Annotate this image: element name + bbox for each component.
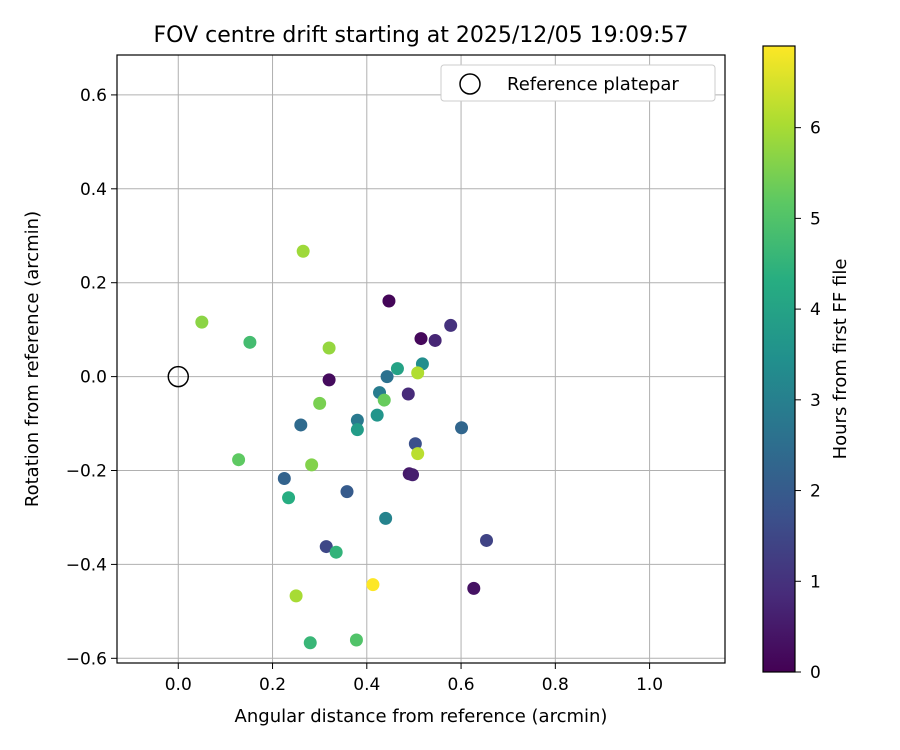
data-point — [289, 589, 303, 603]
data-point — [401, 387, 415, 401]
colorbar-gradient — [762, 45, 796, 673]
data-point — [411, 366, 425, 380]
y-tick-label: −0.2 — [66, 462, 107, 482]
plot-frame — [116, 54, 726, 664]
x-tick-label: 0.4 — [353, 675, 380, 695]
data-point — [377, 393, 391, 407]
colorbar-tick-label: 2 — [810, 482, 821, 502]
data-point — [349, 633, 363, 647]
data-point — [380, 370, 394, 384]
data-point — [305, 458, 319, 472]
colorbar-tick-label: 6 — [810, 119, 821, 139]
colorbar-tick-label: 3 — [810, 391, 821, 411]
data-point — [303, 636, 317, 650]
x-tick-label: 0.8 — [542, 675, 569, 695]
data-point — [467, 581, 481, 595]
data-point — [444, 318, 458, 332]
data-point — [350, 423, 364, 437]
y-tick-label: 0.4 — [80, 180, 107, 200]
data-point — [408, 437, 422, 451]
colorbar-label: Hours from first FF file — [830, 259, 851, 460]
data-point — [366, 578, 380, 592]
data-point — [370, 408, 384, 422]
data-point — [313, 396, 327, 410]
data-point — [322, 373, 336, 387]
data-point — [322, 341, 336, 355]
legend: Reference platepar — [440, 64, 716, 102]
colorbar-tick-label: 0 — [810, 663, 821, 683]
data-point — [428, 333, 442, 347]
data-point — [455, 421, 469, 435]
colorbar-tick-label: 5 — [810, 209, 821, 229]
reference-platepar-marker — [167, 365, 190, 388]
y-tick-label: 0.2 — [80, 274, 107, 294]
colorbar: 0 1 2 3 4 5 6 — [762, 45, 821, 683]
data-point — [350, 413, 364, 427]
chart-title: FOV centre drift starting at 2025/12/05 … — [154, 23, 689, 48]
data-point — [414, 332, 428, 346]
x-tick-label: 1.0 — [636, 675, 663, 695]
data-point — [379, 511, 393, 525]
data-point — [340, 485, 354, 499]
data-point — [282, 491, 296, 505]
data-point — [243, 335, 257, 349]
y-axis-label: Rotation from reference (arcmin) — [22, 211, 43, 507]
y-tick-label: −0.4 — [66, 555, 107, 575]
data-point — [296, 244, 310, 258]
data-point — [319, 540, 333, 554]
y-tick-label: 0.6 — [80, 86, 107, 106]
data-point — [232, 453, 246, 467]
data-point — [411, 447, 425, 461]
data-point — [390, 362, 404, 376]
data-point — [294, 418, 308, 432]
data-point — [329, 545, 343, 559]
data-point — [195, 315, 209, 329]
colorbar-tick-label: 4 — [810, 300, 821, 320]
y-tick-label: 0.0 — [80, 368, 107, 388]
data-point — [406, 468, 420, 482]
data-point — [480, 533, 494, 547]
y-tick-label: −0.6 — [66, 649, 107, 669]
colorbar-tick-label: 1 — [810, 572, 821, 592]
data-point — [382, 294, 396, 308]
x-tick-label: 0.2 — [259, 675, 286, 695]
x-tick-label: 0.0 — [165, 675, 192, 695]
legend-reference-label: Reference platepar — [507, 74, 679, 95]
x-tick-label: 0.6 — [448, 675, 475, 695]
x-axis-label: Angular distance from reference (arcmin) — [235, 706, 608, 727]
legend-reference-marker — [459, 73, 481, 95]
data-point — [277, 471, 291, 485]
